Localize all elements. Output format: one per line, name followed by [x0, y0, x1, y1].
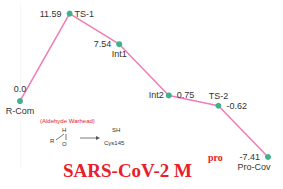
svg-text:O: O	[62, 141, 67, 147]
svg-text:(Aldehyde Warhead): (Aldehyde Warhead)	[40, 118, 95, 124]
svg-text:-7.41: -7.41	[239, 152, 260, 162]
svg-text:pro: pro	[208, 152, 223, 163]
svg-text:SARS-CoV-2 M: SARS-CoV-2 M	[63, 160, 192, 181]
svg-text:Cys145: Cys145	[104, 140, 125, 146]
svg-text:Pro-Cov: Pro-Cov	[237, 162, 271, 172]
svg-text:7.54: 7.54	[94, 39, 112, 49]
svg-text:Int2: Int2	[149, 90, 164, 100]
svg-text:0.75: 0.75	[177, 90, 195, 100]
svg-text:TS-1: TS-1	[75, 9, 95, 19]
svg-text:H: H	[62, 127, 66, 133]
svg-text:-0.62: -0.62	[226, 101, 247, 111]
svg-text:R: R	[50, 138, 55, 144]
svg-text:11.59: 11.59	[40, 9, 62, 19]
svg-text:TS-2: TS-2	[209, 91, 229, 101]
svg-text:0.0: 0.0	[14, 84, 27, 94]
svg-text:Int1: Int1	[112, 49, 127, 59]
svg-text:SH: SH	[112, 127, 120, 133]
svg-text:R-Com: R-Com	[6, 106, 35, 116]
